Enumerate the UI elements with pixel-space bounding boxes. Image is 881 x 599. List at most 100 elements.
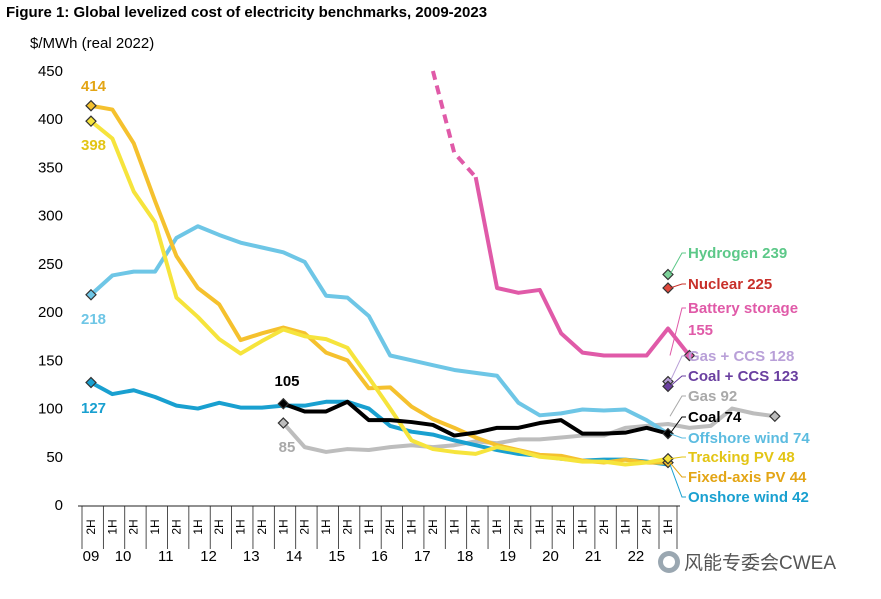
- leader-line: [669, 375, 686, 387]
- x-period-label: 2H: [169, 519, 183, 534]
- leader-line: [669, 307, 686, 356]
- x-period-label: 1H: [661, 519, 675, 534]
- x-year-label: 14: [286, 548, 303, 565]
- x-period-label: 1H: [490, 519, 504, 534]
- x-period-label: 2H: [511, 519, 525, 534]
- y-tick-label: 200: [38, 304, 63, 321]
- x-period-label: 2H: [554, 519, 568, 534]
- annotation-label: 218: [81, 311, 106, 328]
- annotation-label: 127: [81, 400, 106, 417]
- leader-line: [669, 433, 686, 439]
- end-label: Nuclear 225: [688, 276, 772, 293]
- x-period-label: 2H: [298, 519, 312, 534]
- x-year-label: 22: [628, 548, 645, 565]
- leader-line: [669, 464, 686, 498]
- x-year-label: 18: [457, 548, 474, 565]
- end-label: Tracking PV 48: [688, 449, 795, 466]
- x-year-label: 17: [414, 548, 431, 565]
- end-label: Gas + CCS 128: [688, 348, 794, 365]
- x-period-label: 1H: [319, 519, 333, 534]
- marker-onshore-wind: [85, 376, 97, 389]
- x-period-label: 2H: [340, 519, 354, 534]
- leader-line: [669, 252, 686, 275]
- series-line-gas: [281, 406, 776, 454]
- x-year-label: 13: [243, 548, 260, 565]
- marker-gas: [769, 410, 781, 423]
- leader-line: [669, 283, 686, 289]
- series-line-offshore-wind: [89, 224, 670, 436]
- x-period-label: 1H: [618, 519, 632, 534]
- x-period-label: 2H: [383, 519, 397, 534]
- leader-line: [669, 456, 686, 460]
- end-label: Hydrogen 239: [688, 245, 787, 262]
- marker-tracking-pv: [85, 115, 97, 127]
- x-year-label: 10: [115, 548, 132, 565]
- x-period-label: 1H: [234, 519, 248, 534]
- watermark-text: 风能专委会CWEA: [684, 553, 837, 574]
- marker-fixed-axis-pv: [85, 99, 97, 112]
- annotation-label: 414: [81, 78, 107, 95]
- x-period-label: 1H: [148, 519, 162, 534]
- leader-line: [669, 462, 686, 478]
- series-line-coal: [282, 399, 669, 438]
- leader-line: [669, 355, 686, 382]
- annotation-label: 105: [274, 373, 299, 390]
- y-tick-label: 450: [38, 63, 63, 80]
- marker-offshore-wind: [85, 288, 97, 301]
- x-period-label: 2H: [127, 519, 141, 534]
- leader-line: [669, 416, 686, 434]
- x-year-label: 20: [542, 548, 559, 565]
- x-period-label: 2H: [469, 519, 483, 534]
- end-label: Coal + CCS 123: [688, 368, 798, 385]
- end-label: Offshore wind 74: [688, 430, 810, 447]
- y-tick-label: 100: [38, 401, 63, 418]
- x-year-label: 15: [328, 548, 345, 565]
- x-period-label: 1H: [276, 519, 290, 534]
- end-label: Fixed-axis PV 44: [688, 469, 807, 486]
- end-label: 155: [688, 322, 713, 339]
- x-period-label: 1H: [533, 519, 547, 534]
- x-year-label: 09: [83, 548, 100, 565]
- wechat-icon: [658, 551, 680, 573]
- y-tick-label: 300: [38, 208, 63, 225]
- x-period-label: 1H: [105, 519, 119, 534]
- watermark: 风能专委会CWEA: [658, 548, 836, 575]
- marker-gas: [277, 417, 290, 429]
- end-label: Battery storage: [688, 300, 798, 317]
- end-label: Onshore wind 42: [688, 489, 809, 506]
- y-tick-label: 250: [38, 256, 63, 273]
- marker-tracking-pv: [662, 452, 674, 465]
- x-period-label: 2H: [640, 519, 654, 534]
- x-period-label: 1H: [191, 519, 205, 534]
- x-period-label: 2H: [597, 519, 611, 534]
- y-tick-label: 350: [38, 159, 63, 176]
- series-line-tracking-pv: [89, 119, 669, 467]
- y-tick-label: 50: [46, 449, 63, 466]
- x-period-label: 1H: [362, 519, 376, 534]
- y-tick-label: 150: [38, 352, 63, 369]
- y-tick-label: 0: [55, 497, 63, 514]
- annotation-label: 85: [279, 439, 296, 456]
- y-tick-label: 400: [38, 111, 63, 128]
- series-line-battery-storage-dashed: [430, 70, 478, 179]
- leader-line: [669, 395, 686, 417]
- end-label: Coal 74: [688, 409, 742, 426]
- x-period-label: 2H: [255, 519, 269, 534]
- x-period-label: 1H: [405, 519, 419, 534]
- annotation-label: 398: [81, 137, 106, 154]
- x-year-label: 16: [371, 548, 388, 565]
- x-year-label: 21: [585, 548, 602, 565]
- x-period-label: 1H: [447, 519, 461, 534]
- end-label: Gas 92: [688, 388, 737, 405]
- marker-nuclear: [662, 282, 674, 294]
- x-period-label: 1H: [576, 519, 590, 534]
- x-year-label: 11: [158, 548, 174, 565]
- y-axis-label: $/MWh (real 2022): [30, 35, 154, 52]
- x-year-label: 19: [499, 548, 516, 565]
- x-period-label: 2H: [84, 519, 98, 534]
- x-year-label: 12: [200, 548, 217, 565]
- marker-battery-storage: [683, 349, 696, 362]
- x-period-label: 2H: [212, 519, 226, 534]
- x-period-label: 2H: [426, 519, 440, 534]
